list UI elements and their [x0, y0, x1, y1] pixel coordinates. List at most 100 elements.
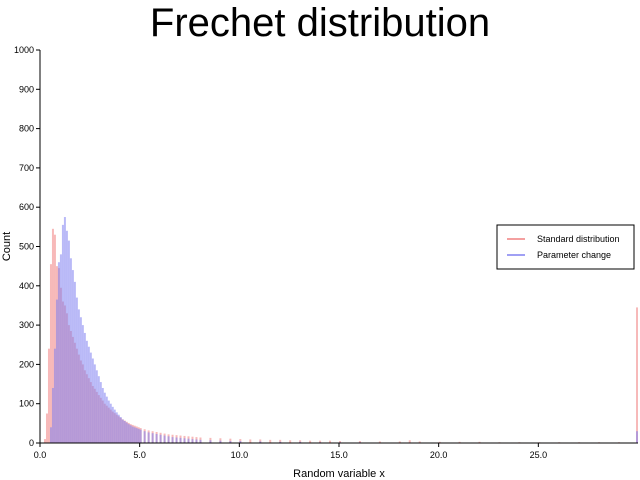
histogram-bar-series-2: [87, 346, 90, 443]
histogram-bar-series-2: [115, 412, 118, 443]
histogram-bar-series-2: [53, 348, 56, 443]
histogram-bar-series-2: [167, 436, 170, 443]
histogram-bar-series-1: [636, 307, 638, 443]
histogram-bar-series-2: [155, 433, 158, 443]
y-tick-label: 800: [19, 124, 34, 134]
histogram-bar-series-2: [101, 387, 104, 443]
histogram-bar-series-2: [159, 434, 162, 443]
histogram-bar-series-2: [105, 396, 108, 443]
histogram-bar-series-2: [63, 217, 66, 443]
histogram-bar-series-1: [299, 440, 302, 443]
histogram-bar-series-2: [135, 428, 138, 443]
histogram-bar-series-1: [319, 440, 322, 443]
histogram-bar-series-2: [299, 441, 302, 443]
histogram-bar-series-2: [229, 441, 232, 443]
histogram-bar-series-2: [259, 441, 262, 443]
x-tick-label: 0.0: [34, 450, 47, 460]
histogram-bar-series-2: [111, 406, 114, 443]
histogram-bar-series-2: [51, 387, 54, 443]
x-tick-label: 5.0: [133, 450, 146, 460]
histogram-bar-series-1: [229, 438, 232, 443]
histogram-bar-series-2: [99, 382, 102, 443]
histogram-bar-series-1: [398, 441, 401, 443]
histogram-bar-series-2: [61, 224, 64, 443]
histogram-bar-series-1: [309, 440, 312, 443]
histogram-bar-series-2: [91, 358, 94, 443]
histogram-bar-series-2: [171, 437, 174, 443]
histogram-bar-series-1: [418, 441, 421, 443]
histogram-bar-series-2: [183, 438, 186, 443]
histogram-bar-series-2: [67, 240, 70, 443]
histogram-bar-series-2: [59, 254, 62, 443]
histogram-bar-series-2: [89, 352, 92, 443]
x-tick-label: 20.0: [430, 450, 448, 460]
histogram-bar-series-2: [85, 340, 88, 443]
x-axis-label: Random variable x: [293, 468, 385, 480]
histogram-bar-series-2: [95, 370, 98, 443]
histogram-bar-series-2: [279, 441, 282, 443]
histogram-bar-series-2: [133, 427, 136, 443]
histogram-bar-series-2: [71, 270, 74, 443]
y-tick-label: 900: [19, 84, 34, 94]
x-tick-label: 15.0: [330, 450, 348, 460]
histogram-bar-series-2: [131, 426, 134, 443]
histogram-bar-series-2: [129, 425, 132, 443]
histogram-bar-series-2: [636, 431, 638, 443]
histogram-bar-series-2: [163, 435, 166, 443]
histogram-bar-series-2: [151, 433, 154, 443]
histogram-bar-series-1: [43, 439, 46, 443]
histogram-bar-series-2: [125, 422, 128, 443]
histogram-bar-series-1: [478, 441, 481, 443]
histogram-bar-series-1: [438, 441, 441, 443]
histogram-bar-series-1: [378, 441, 381, 443]
histogram-bar-series-2: [209, 440, 212, 443]
x-tick-label: 25.0: [530, 450, 548, 460]
histogram-bar-series-2: [147, 432, 150, 443]
y-tick-label: 200: [19, 359, 34, 369]
histogram-bar-series-1: [49, 264, 52, 443]
histogram-bar-series-2: [127, 424, 130, 443]
histogram-bar-series-1: [329, 440, 332, 443]
histogram-bar-series-2: [109, 403, 112, 443]
chart-title: Frechet distribution: [149, 1, 491, 45]
histogram-bar-series-2: [119, 417, 122, 443]
histogram-bar-series-2: [113, 409, 116, 443]
y-tick-label: 0: [29, 438, 34, 448]
histogram-bar-series-2: [97, 376, 100, 443]
legend-label-series-2: Parameter change: [537, 250, 611, 260]
y-tick-label: 1000: [14, 45, 34, 55]
histogram-bar-series-1: [45, 413, 48, 443]
histogram-bar-series-1: [269, 439, 272, 443]
histogram-bar-series-1: [408, 440, 411, 443]
y-tick-label: 100: [19, 399, 34, 409]
histogram-bar-series-2: [179, 437, 182, 443]
histogram-bar-series-2: [73, 281, 76, 443]
histogram-bar-series-2: [117, 414, 120, 443]
histogram-bar-series-1: [289, 440, 292, 443]
histogram-bar-series-2: [239, 441, 242, 443]
histogram-bar-series-1: [249, 439, 252, 443]
histogram-bar-series-2: [137, 428, 140, 443]
y-tick-label: 300: [19, 320, 34, 330]
histogram-bar-series-2: [65, 230, 68, 443]
legend-box: [496, 224, 635, 270]
histogram-bar-series-1: [259, 439, 262, 443]
histogram-bar-series-2: [75, 297, 78, 443]
y-tick-label: 500: [19, 242, 34, 252]
histogram-bar-series-2: [49, 427, 52, 443]
histogram-bar-series-1: [358, 441, 361, 443]
histogram-bar-series-1: [47, 348, 50, 443]
histogram-bar-series-2: [77, 309, 80, 443]
histogram-bar-series-1: [51, 228, 54, 443]
legend-label-series-1: Standard distribution: [537, 234, 620, 244]
y-tick-label: 600: [19, 202, 34, 212]
histogram-bar-series-2: [83, 332, 86, 443]
histogram-bar-series-2: [191, 439, 194, 443]
histogram-bar-series-2: [107, 400, 110, 443]
histogram-bar-series-2: [143, 431, 146, 443]
histogram-bar-series-1: [339, 441, 341, 443]
histogram-bar-series-2: [175, 437, 178, 443]
histogram-bar-series-1: [239, 439, 242, 443]
histogram-bar-series-1: [53, 234, 56, 443]
histogram-bar-series-2: [57, 262, 60, 443]
